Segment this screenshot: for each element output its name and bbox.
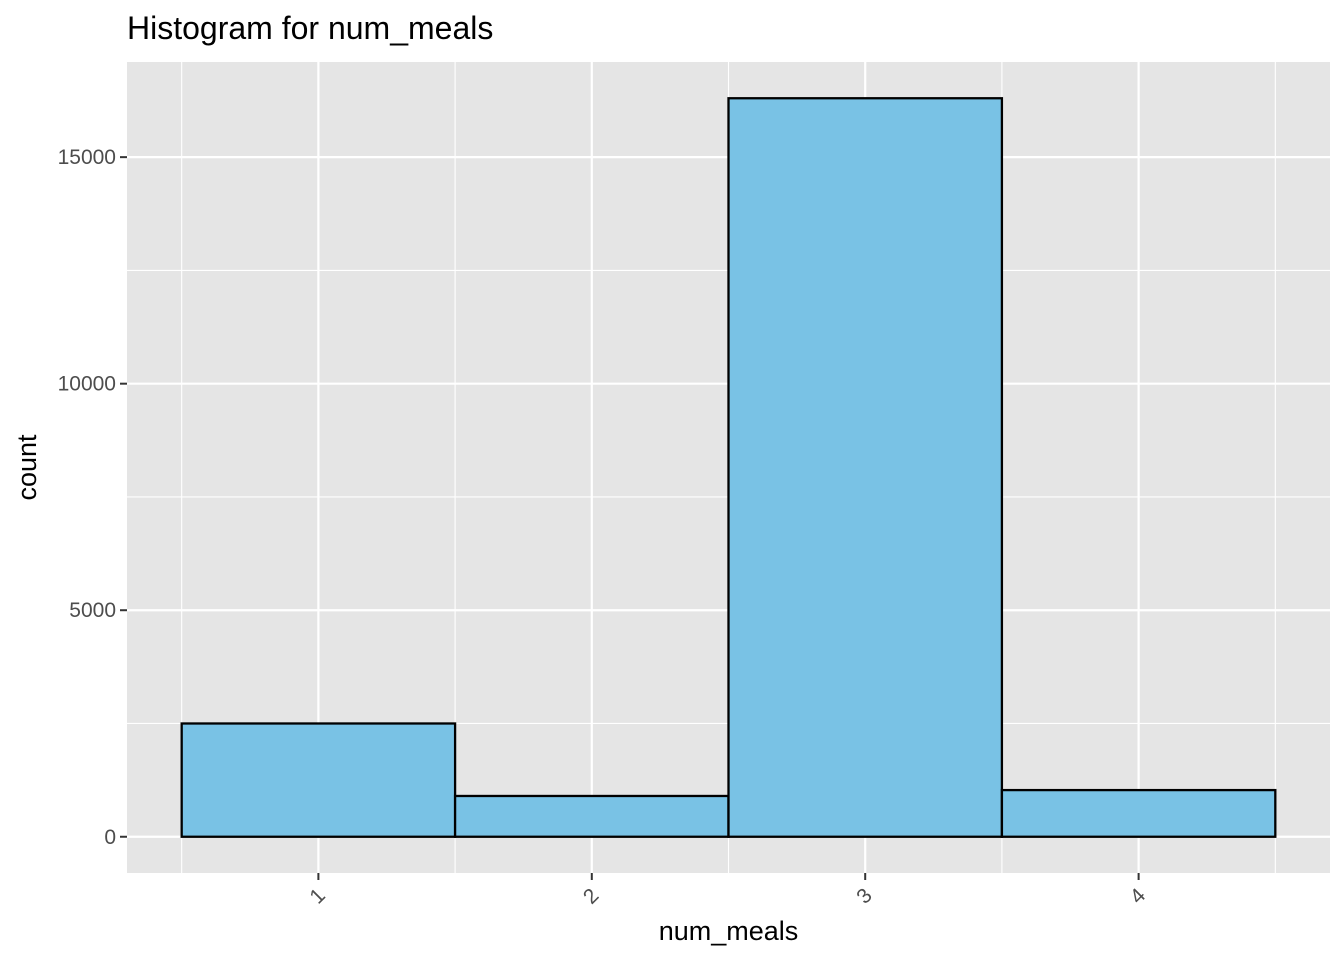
- y-axis-ticks: 0 5000 10000 15000: [58, 146, 127, 849]
- x-tick-label: 2: [579, 884, 604, 909]
- bar-1: [180, 722, 457, 838]
- bar-2: [453, 794, 730, 838]
- x-axis-ticks: 1 2 3 4: [305, 873, 1150, 909]
- bar-4: [1000, 788, 1277, 838]
- x-axis-title: num_meals: [659, 916, 799, 946]
- y-tick-label: 10000: [58, 373, 116, 396]
- bars: [180, 97, 1277, 838]
- bar-3: [727, 97, 1004, 838]
- x-tick-label: 3: [852, 884, 877, 909]
- y-tick-label: 0: [104, 826, 116, 849]
- chart-title: Histogram for num_meals: [127, 10, 493, 46]
- x-tick-label: 4: [1126, 884, 1151, 909]
- x-tick-label: 1: [305, 884, 330, 909]
- y-tick-label: 5000: [69, 599, 116, 622]
- y-axis-title: count: [12, 434, 42, 501]
- y-tick-label: 15000: [58, 146, 116, 169]
